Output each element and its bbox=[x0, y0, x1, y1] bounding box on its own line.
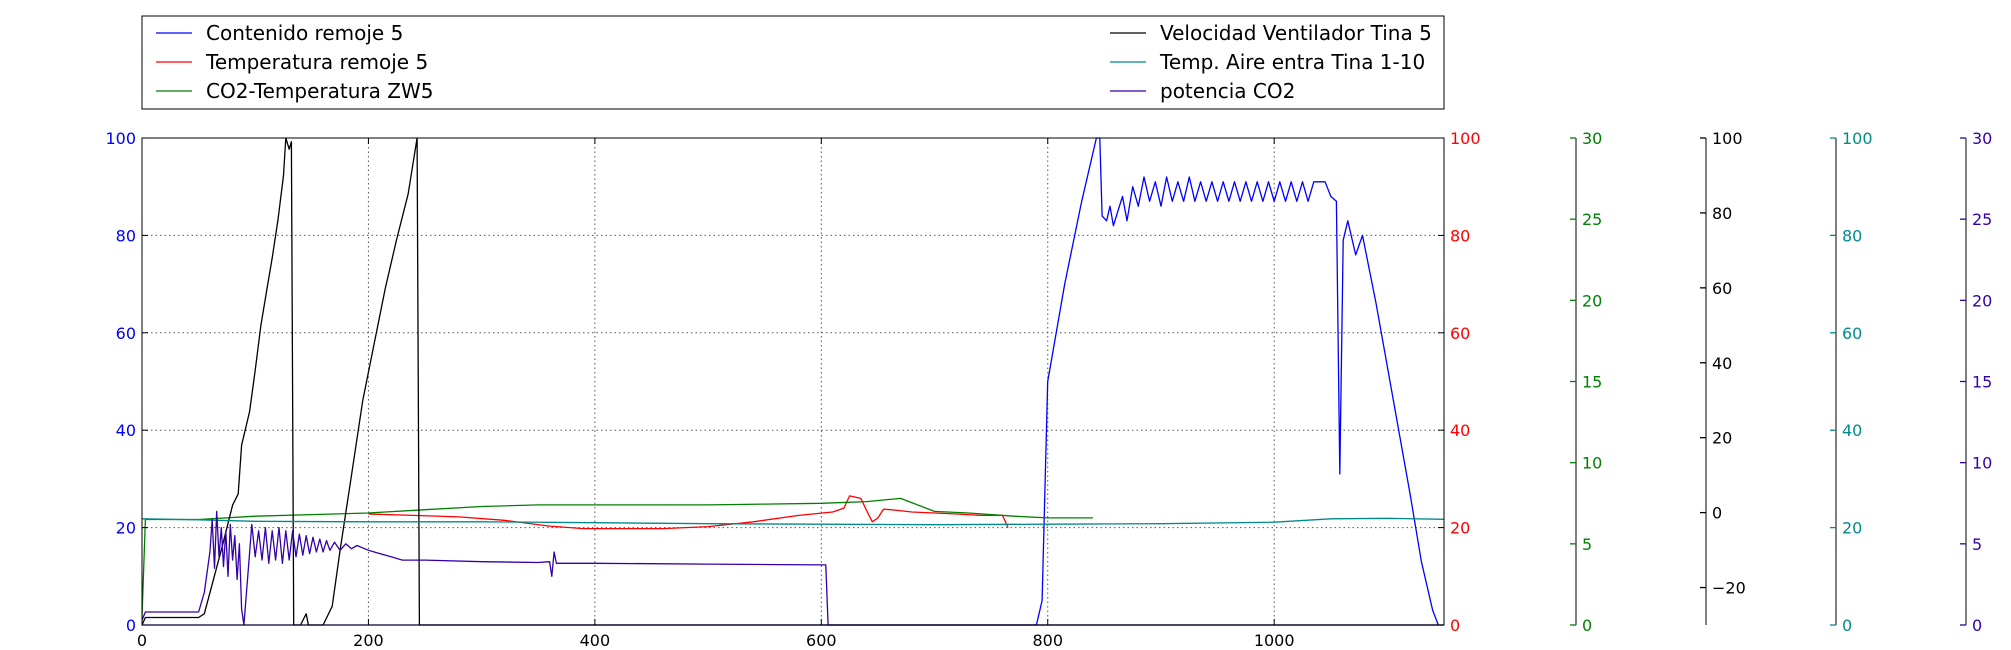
y-tick-label: 0 bbox=[1712, 504, 1722, 523]
y-tick-label: 40 bbox=[1712, 354, 1732, 373]
y-tick-label: 80 bbox=[1712, 204, 1732, 223]
legend-entry: CO2-Temperatura ZW5 bbox=[206, 79, 433, 103]
series-line-3 bbox=[142, 497, 1093, 617]
series-line-1 bbox=[142, 137, 1439, 626]
y-tick-label: 10 bbox=[1972, 454, 1992, 473]
y-tick-label: 10 bbox=[1582, 454, 1602, 473]
y-tick-label: 0 bbox=[126, 616, 136, 635]
plot-border bbox=[141, 137, 1445, 626]
y-tick-label: 40 bbox=[1450, 421, 1470, 440]
y-tick-label: 25 bbox=[1582, 210, 1602, 229]
series-line-4 bbox=[142, 137, 1444, 626]
y-tick-label: 60 bbox=[1450, 324, 1470, 343]
y-tick-label: 100 bbox=[1842, 129, 1873, 148]
y-tick-label: 20 bbox=[1972, 291, 1992, 310]
y-tick-label: 20 bbox=[1582, 291, 1602, 310]
y-tick-label: 20 bbox=[1712, 429, 1732, 448]
y-axis-red: 0 20 40 60 80 100 bbox=[1438, 129, 1481, 635]
plot-frame bbox=[141, 137, 1445, 626]
y-tick-label: 25 bbox=[1972, 210, 1992, 229]
y-tick-label: 20 bbox=[116, 519, 136, 538]
x-tick-label: 600 bbox=[806, 631, 837, 650]
y-tick-label: 15 bbox=[1972, 373, 1992, 392]
y-tick-label: 5 bbox=[1582, 535, 1592, 554]
x-tick-label: 400 bbox=[580, 631, 611, 650]
y-tick-label: 0 bbox=[1450, 616, 1460, 635]
legend-entry: potencia CO2 bbox=[1160, 79, 1295, 103]
legend-box bbox=[141, 15, 1445, 110]
legend-entry: Contenido remoje 5 bbox=[206, 21, 403, 45]
x-tick-label: 1000 bbox=[1254, 631, 1295, 650]
y-tick-label: 40 bbox=[116, 421, 136, 440]
y-axis-black: −20 0 20 40 60 80 100 bbox=[1700, 129, 1746, 625]
y-axis-blue: 0 20 40 60 80 100 bbox=[105, 129, 148, 635]
y-tick-label: 0 bbox=[1842, 616, 1852, 635]
y-tick-label: 100 bbox=[1712, 129, 1743, 148]
y-tick-label: 80 bbox=[1450, 226, 1470, 245]
axes: 0 200 400 600 800 100002040608010002040608010… bbox=[105, 129, 1992, 650]
x-tick-label: 0 bbox=[137, 631, 147, 650]
y-tick-label: 40 bbox=[1842, 421, 1862, 440]
x-tick-label: 200 bbox=[353, 631, 384, 650]
x-tick-label: 800 bbox=[1032, 631, 1063, 650]
y-axis-teal: 0 20 40 60 80 100 bbox=[1830, 129, 1873, 635]
legend-entry: Temperatura remoje 5 bbox=[205, 50, 428, 74]
y-tick-label: 0 bbox=[1582, 616, 1592, 635]
y-tick-label: 15 bbox=[1582, 373, 1602, 392]
y-tick-label: 60 bbox=[1842, 324, 1862, 343]
y-tick-label: 20 bbox=[1842, 519, 1862, 538]
legend: Contenido remoje 5 Temperatura remoje 5 CO… bbox=[141, 15, 1445, 110]
y-tick-label: −20 bbox=[1712, 579, 1746, 598]
series-lines bbox=[142, 137, 1444, 626]
legend-entry: Velocidad Ventilador Tina 5 bbox=[1160, 21, 1432, 45]
y-tick-label: 80 bbox=[116, 226, 136, 245]
y-tick-label: 100 bbox=[105, 129, 136, 148]
y-tick-label: 100 bbox=[1450, 129, 1481, 148]
y-tick-label: 60 bbox=[1712, 279, 1732, 298]
y-tick-label: 60 bbox=[116, 324, 136, 343]
y-tick-label: 5 bbox=[1972, 535, 1982, 554]
series-line-5 bbox=[142, 517, 1444, 526]
legend-entry: Temp. Aire entra Tina 1-10 bbox=[1159, 50, 1425, 74]
series-line-6 bbox=[142, 510, 1444, 626]
y-tick-label: 30 bbox=[1972, 129, 1992, 148]
y-axis-indigo: 0 5 10 15 20 25 30 bbox=[1960, 129, 1992, 635]
y-tick-label: 0 bbox=[1972, 616, 1982, 635]
y-axis-green: 0 5 10 15 20 25 30 bbox=[1570, 129, 1602, 635]
y-tick-label: 30 bbox=[1582, 129, 1602, 148]
y-tick-label: 80 bbox=[1842, 226, 1862, 245]
grid bbox=[142, 138, 1444, 625]
y-tick-label: 20 bbox=[1450, 519, 1470, 538]
